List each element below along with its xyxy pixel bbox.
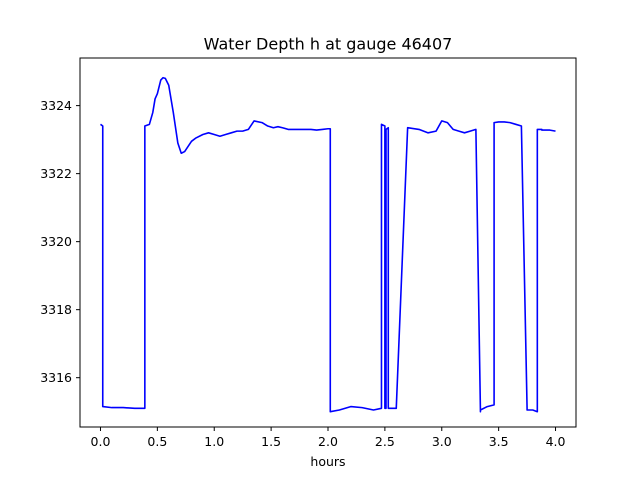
- y-tick-label: 3318: [40, 302, 72, 317]
- x-tick-label: 1.5: [261, 434, 281, 449]
- x-tick-label: 1.0: [204, 434, 224, 449]
- x-tick-label: 3.0: [432, 434, 452, 449]
- x-tick-label: 2.5: [375, 434, 395, 449]
- y-tick-label: 3316: [40, 370, 72, 385]
- x-tick-label: 3.5: [489, 434, 509, 449]
- x-tick-label: 4.0: [546, 434, 566, 449]
- x-tick-label: 0.0: [91, 434, 111, 449]
- chart-title: Water Depth h at gauge 46407: [204, 35, 453, 54]
- x-tick-label: 2.0: [318, 434, 338, 449]
- plot-area: [100, 76, 556, 413]
- x-tick-label: 0.5: [147, 434, 167, 449]
- y-axis: 3316 3318 3320 3322 3324: [40, 98, 80, 385]
- x-axis-label: hours: [310, 454, 345, 469]
- y-tick-label: 3322: [40, 166, 72, 181]
- x-axis: 0.0 0.5 1.0 1.5 2.0 2.5 3.0 3.5 4.0: [91, 427, 566, 449]
- y-tick-label: 3324: [40, 98, 72, 113]
- y-tick-label: 3320: [40, 234, 72, 249]
- series-line-0: [100, 76, 556, 413]
